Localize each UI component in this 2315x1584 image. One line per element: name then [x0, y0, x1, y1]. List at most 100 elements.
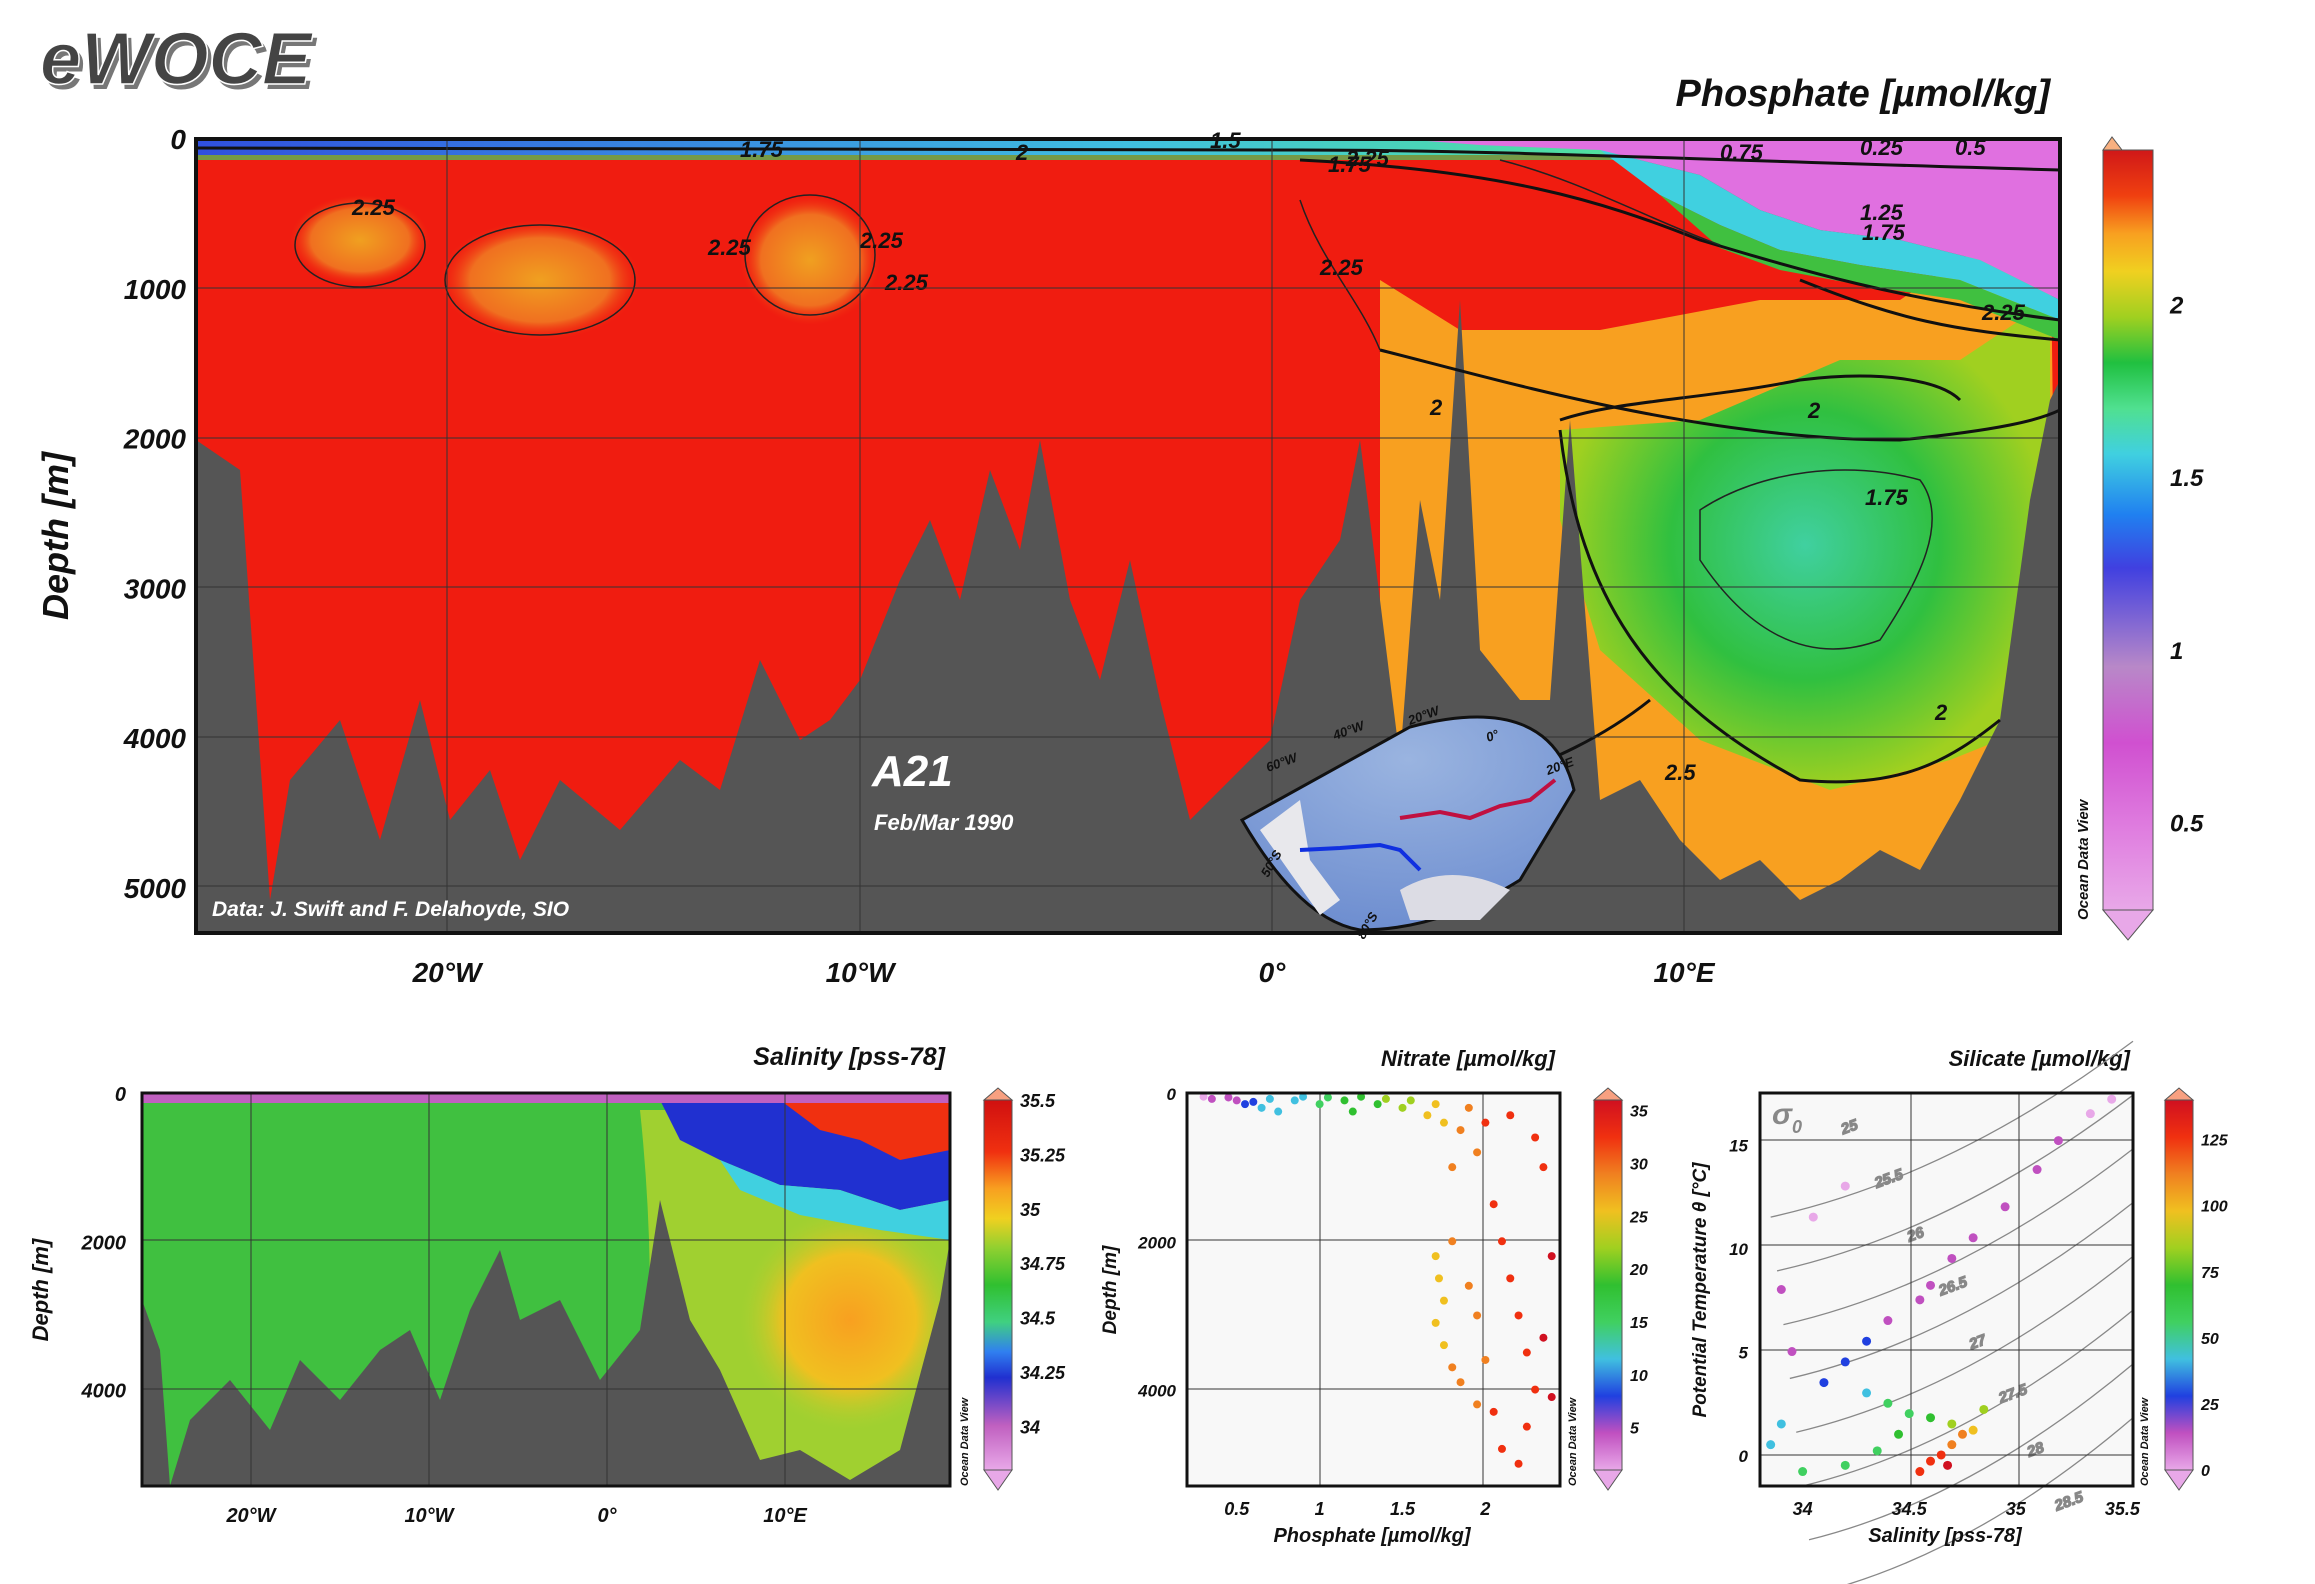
- main-ytick: 2000: [123, 424, 187, 455]
- main-ytick: 1000: [124, 274, 187, 305]
- silicate-point: [2085, 1109, 2095, 1119]
- nitrate-point: [1431, 1100, 1440, 1109]
- nitrate-point: [1315, 1100, 1324, 1109]
- nitrate-point: [1323, 1093, 1332, 1102]
- nitrate-frame: [1185, 1091, 1562, 1488]
- nitrate-point: [1506, 1274, 1515, 1283]
- main-yticks: 0 1000 2000 3000 4000 5000: [123, 124, 187, 904]
- contour-label: 1.75: [1328, 152, 1372, 177]
- contour-label: 2.5: [1664, 760, 1696, 785]
- map-lon-label: 0°: [1484, 726, 1502, 745]
- silicate-point: [1862, 1336, 1872, 1346]
- silicate-point: [1862, 1388, 1872, 1398]
- silicate-ytick: 5: [1739, 1344, 1749, 1363]
- contour-label: 2.25: [1981, 300, 2026, 325]
- silicate-xtick: 34: [1793, 1499, 1813, 1519]
- nitrate-point: [1241, 1100, 1250, 1109]
- contour-label: 0.75: [1720, 140, 1764, 165]
- nitrate-points: [1199, 1092, 1556, 1468]
- silicate-point: [1872, 1446, 1882, 1456]
- silicate-point: [1926, 1456, 1936, 1466]
- silicate-colorbar-tick: 25: [2200, 1397, 2220, 1414]
- salinity-ytick: 2000: [81, 1232, 127, 1254]
- silicate-title: Silicate [µmol/kg]: [1949, 1046, 2131, 1071]
- main-colorbar-tick: 2: [2169, 292, 2184, 319]
- main-xticks: 20°W 10°W 0° 10°E: [412, 957, 1716, 988]
- silicate-point: [1904, 1409, 1914, 1419]
- silicate-colorbar-tick: 100: [2201, 1199, 2228, 1216]
- salinity-watermark: Ocean Data View: [959, 1396, 971, 1486]
- salinity-ytick: 0: [115, 1084, 126, 1106]
- nitrate-point: [1489, 1200, 1498, 1209]
- isopycnal-label: 26: [1904, 1224, 1927, 1246]
- nitrate-point: [1357, 1092, 1366, 1101]
- nitrate-point: [1224, 1093, 1233, 1102]
- nitrate-point: [1448, 1237, 1457, 1246]
- nitrate-point: [1249, 1097, 1258, 1106]
- nitrate-point: [1522, 1348, 1531, 1357]
- silicate-xtick: 34.5: [1892, 1499, 1928, 1519]
- nitrate-xticks: 0.5 1 1.5 2: [1224, 1499, 1490, 1519]
- silicate-colorbar-tick: 50: [2201, 1331, 2219, 1348]
- silicate-point: [1798, 1467, 1808, 1477]
- contour-label: 2: [1934, 700, 1948, 725]
- contour-label: 2: [1015, 140, 1029, 165]
- nitrate-point: [1539, 1333, 1548, 1342]
- salinity-ytick: 4000: [81, 1381, 127, 1403]
- isopycnal-line: [1770, 1040, 2134, 1218]
- nitrate-point: [1299, 1092, 1308, 1101]
- main-frame: [194, 137, 2062, 935]
- nitrate-point: [1514, 1311, 1523, 1320]
- nitrate-grid: [1187, 1093, 1560, 1486]
- main-xtick: 20°W: [412, 957, 484, 988]
- main-ytick: 4000: [123, 723, 187, 754]
- silicate-point: [1894, 1429, 1904, 1439]
- nitrate-point: [1473, 1311, 1482, 1320]
- silicate-point: [2053, 1136, 2063, 1146]
- nitrate-point: [1373, 1100, 1382, 1109]
- silicate-points: [1766, 1094, 2117, 1477]
- nitrate-point: [1207, 1094, 1216, 1103]
- nitrate-point: [1439, 1118, 1448, 1127]
- silicate-yticks: 15 10 5 0: [1729, 1137, 1748, 1466]
- nitrate-point: [1431, 1318, 1440, 1327]
- silicate-point: [1787, 1347, 1797, 1357]
- isopycnal-label: 27: [1966, 1331, 1989, 1353]
- isopycnal-line: [1789, 1202, 2134, 1380]
- silicate-point: [1957, 1429, 1967, 1439]
- nitrate-colorbar: 35 30 25 20 15 10 5: [1592, 1087, 1649, 1491]
- silicate-point: [1947, 1419, 1957, 1429]
- main-xtick: 10°W: [826, 957, 897, 988]
- silicate-point: [1936, 1450, 1946, 1460]
- bathymetry: [196, 300, 2060, 933]
- silicate-ylabel: Potential Temperature θ [°C]: [1690, 1162, 1711, 1418]
- silicate-point: [1808, 1212, 1818, 1222]
- nitrate-point: [1448, 1163, 1457, 1172]
- silicate-point: [1947, 1440, 1957, 1450]
- main-xtick: 10°E: [1653, 957, 1715, 988]
- silicate-point: [1968, 1425, 1978, 1435]
- nitrate-point: [1497, 1444, 1506, 1453]
- nitrate-colorbar-tick: 15: [1630, 1315, 1649, 1332]
- nitrate-point: [1522, 1422, 1531, 1431]
- nitrate-ytick: 0: [1167, 1085, 1177, 1104]
- salinity-colorbar-tick: 34.75: [1020, 1254, 1066, 1274]
- main-ytick: 0: [170, 124, 186, 155]
- salinity-xtick: 20°W: [225, 1505, 277, 1527]
- nitrate-point: [1423, 1111, 1432, 1120]
- contour-label: 2.25: [707, 235, 752, 260]
- nitrate-ytick: 4000: [1137, 1382, 1176, 1401]
- section-name: A21: [871, 747, 953, 796]
- nitrate-point: [1398, 1103, 1407, 1112]
- silicate-point: [1776, 1419, 1786, 1429]
- nitrate-point: [1514, 1459, 1523, 1468]
- nitrate-point: [1290, 1096, 1299, 1105]
- silicate-point: [1819, 1378, 1829, 1388]
- nitrate-point: [1464, 1103, 1473, 1112]
- salinity-colorbar-tick: 34.5: [1020, 1309, 1056, 1329]
- contour-label: 1.75: [740, 137, 784, 162]
- isopycnal-line: [1776, 1094, 2134, 1272]
- silicate-ytick: 15: [1729, 1137, 1748, 1156]
- inset-map: 60°W40°W20°W0°20°E50°S80°S: [1239, 702, 1576, 942]
- silicate-colorbar-tick: 125: [2201, 1133, 2229, 1150]
